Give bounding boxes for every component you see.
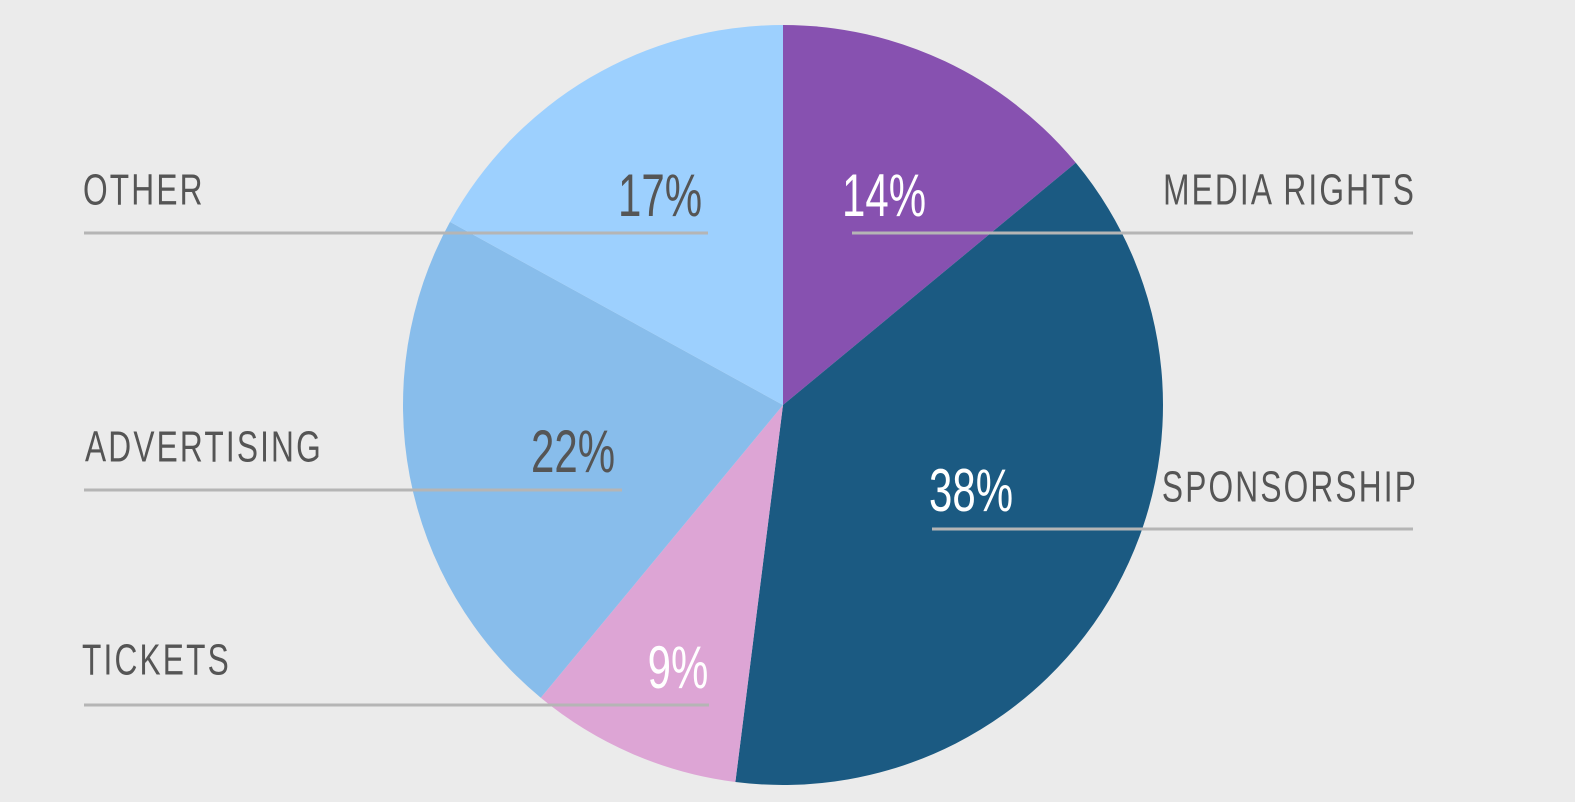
value-label-group: 38% [929, 456, 1013, 523]
pie-slice [735, 162, 1164, 786]
value-label-group: 22% [531, 417, 615, 484]
category-label-group: SPONSORSHIP [1162, 463, 1418, 512]
category-label: TICKETS [82, 636, 231, 685]
value-label: 9% [648, 633, 709, 700]
pie-slice [540, 405, 783, 783]
category-label-group: OTHER [83, 166, 205, 215]
pie-slice [450, 25, 783, 405]
value-label: 22% [531, 417, 615, 484]
value-label-group: 9% [648, 633, 709, 700]
category-label: ADVERTISING [85, 423, 323, 472]
value-label: 38% [929, 456, 1013, 523]
value-label-group: 14% [842, 161, 926, 228]
category-label: SPONSORSHIP [1162, 463, 1418, 512]
category-label-group: MEDIA RIGHTS [1163, 166, 1416, 215]
category-label: OTHER [83, 166, 205, 215]
value-label: 14% [842, 161, 926, 228]
category-label-group: ADVERTISING [85, 423, 323, 472]
pie-slice [402, 221, 783, 698]
value-label: 17% [618, 161, 702, 228]
pie-slice [783, 25, 1076, 405]
category-label-group: TICKETS [82, 636, 231, 685]
value-label-group: 17% [618, 161, 702, 228]
category-label: MEDIA RIGHTS [1163, 166, 1416, 215]
